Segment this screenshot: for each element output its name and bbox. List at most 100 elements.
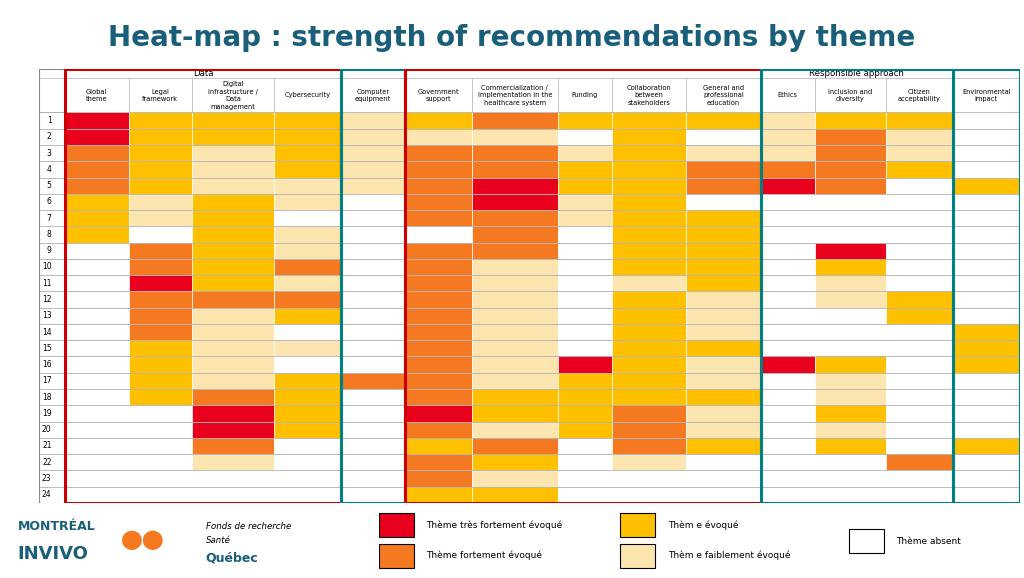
Text: 20: 20	[42, 425, 51, 434]
Bar	[274, 161, 341, 177]
Text: Environmental
impact: Environmental impact	[962, 88, 1011, 102]
Bar	[274, 324, 341, 340]
Bar	[611, 227, 686, 243]
Text: 13: 13	[42, 312, 51, 320]
Bar	[611, 161, 686, 177]
Text: 17: 17	[42, 376, 51, 386]
Bar	[558, 421, 611, 438]
Text: Santé: Santé	[206, 536, 230, 545]
Bar	[952, 177, 1020, 194]
Bar	[274, 113, 341, 129]
Bar	[686, 275, 761, 291]
Bar	[66, 69, 341, 503]
Bar	[686, 259, 761, 275]
Text: 4: 4	[47, 165, 51, 174]
Bar	[274, 275, 341, 291]
Bar	[404, 129, 472, 145]
Text: Thème fortement évoqué: Thème fortement évoqué	[426, 551, 543, 561]
Bar	[886, 389, 952, 405]
Bar	[886, 113, 952, 129]
Bar	[815, 145, 886, 161]
Text: Legal
framework: Legal framework	[142, 88, 178, 102]
Bar	[66, 291, 128, 307]
Text: Computer
equipment: Computer equipment	[355, 88, 391, 102]
Bar	[274, 307, 341, 324]
Bar	[472, 340, 558, 357]
Bar	[761, 243, 815, 259]
Bar	[952, 78, 1020, 113]
Bar	[404, 177, 472, 194]
Bar	[952, 194, 1020, 210]
Bar	[191, 357, 274, 373]
Bar	[472, 243, 558, 259]
Bar	[952, 373, 1020, 389]
Bar	[886, 275, 952, 291]
Bar	[379, 543, 414, 568]
Bar	[686, 421, 761, 438]
Bar	[341, 291, 404, 307]
Bar	[128, 194, 191, 210]
Bar	[404, 113, 472, 129]
Bar	[558, 307, 611, 324]
Text: 6: 6	[47, 198, 51, 206]
Bar	[341, 389, 404, 405]
Bar	[886, 487, 952, 503]
Bar	[128, 405, 191, 421]
Bar	[128, 487, 191, 503]
Bar	[686, 470, 761, 487]
Bar	[404, 259, 472, 275]
Bar	[611, 389, 686, 405]
Text: Commercialization /
Implementation in the
healthcare system: Commercialization / Implementation in th…	[477, 85, 552, 106]
Bar	[404, 194, 472, 210]
Bar	[128, 275, 191, 291]
Bar	[341, 145, 404, 161]
Bar	[558, 487, 611, 503]
Bar	[761, 438, 815, 454]
Bar	[66, 275, 128, 291]
Bar	[191, 340, 274, 357]
Bar	[128, 340, 191, 357]
Bar	[191, 161, 274, 177]
Bar	[558, 177, 611, 194]
Bar	[611, 470, 686, 487]
Bar	[686, 405, 761, 421]
Bar	[472, 113, 558, 129]
Bar	[686, 129, 761, 145]
Bar	[128, 291, 191, 307]
Bar	[886, 373, 952, 389]
Bar	[558, 210, 611, 227]
Bar	[404, 243, 472, 259]
Bar	[66, 324, 128, 340]
Bar	[404, 227, 472, 243]
Bar	[66, 405, 128, 421]
Bar	[761, 177, 815, 194]
Bar	[341, 129, 404, 145]
Bar	[341, 113, 404, 129]
Bar	[686, 340, 761, 357]
Bar	[815, 291, 886, 307]
Bar	[66, 161, 128, 177]
Bar	[341, 78, 404, 113]
Bar	[191, 307, 274, 324]
Bar	[274, 259, 341, 275]
Bar	[886, 438, 952, 454]
Bar	[761, 78, 815, 113]
Bar	[341, 454, 404, 470]
Bar	[191, 487, 274, 503]
Bar	[558, 78, 611, 113]
Bar	[611, 78, 686, 113]
Bar	[558, 129, 611, 145]
Bar	[341, 357, 404, 373]
Bar	[611, 291, 686, 307]
Bar	[952, 389, 1020, 405]
Bar	[761, 129, 815, 145]
Bar	[815, 129, 886, 145]
Bar	[128, 243, 191, 259]
Bar	[341, 259, 404, 275]
Bar	[686, 438, 761, 454]
Bar	[191, 389, 274, 405]
Bar	[191, 259, 274, 275]
Bar	[611, 129, 686, 145]
Bar	[66, 259, 128, 275]
Bar	[274, 78, 341, 113]
